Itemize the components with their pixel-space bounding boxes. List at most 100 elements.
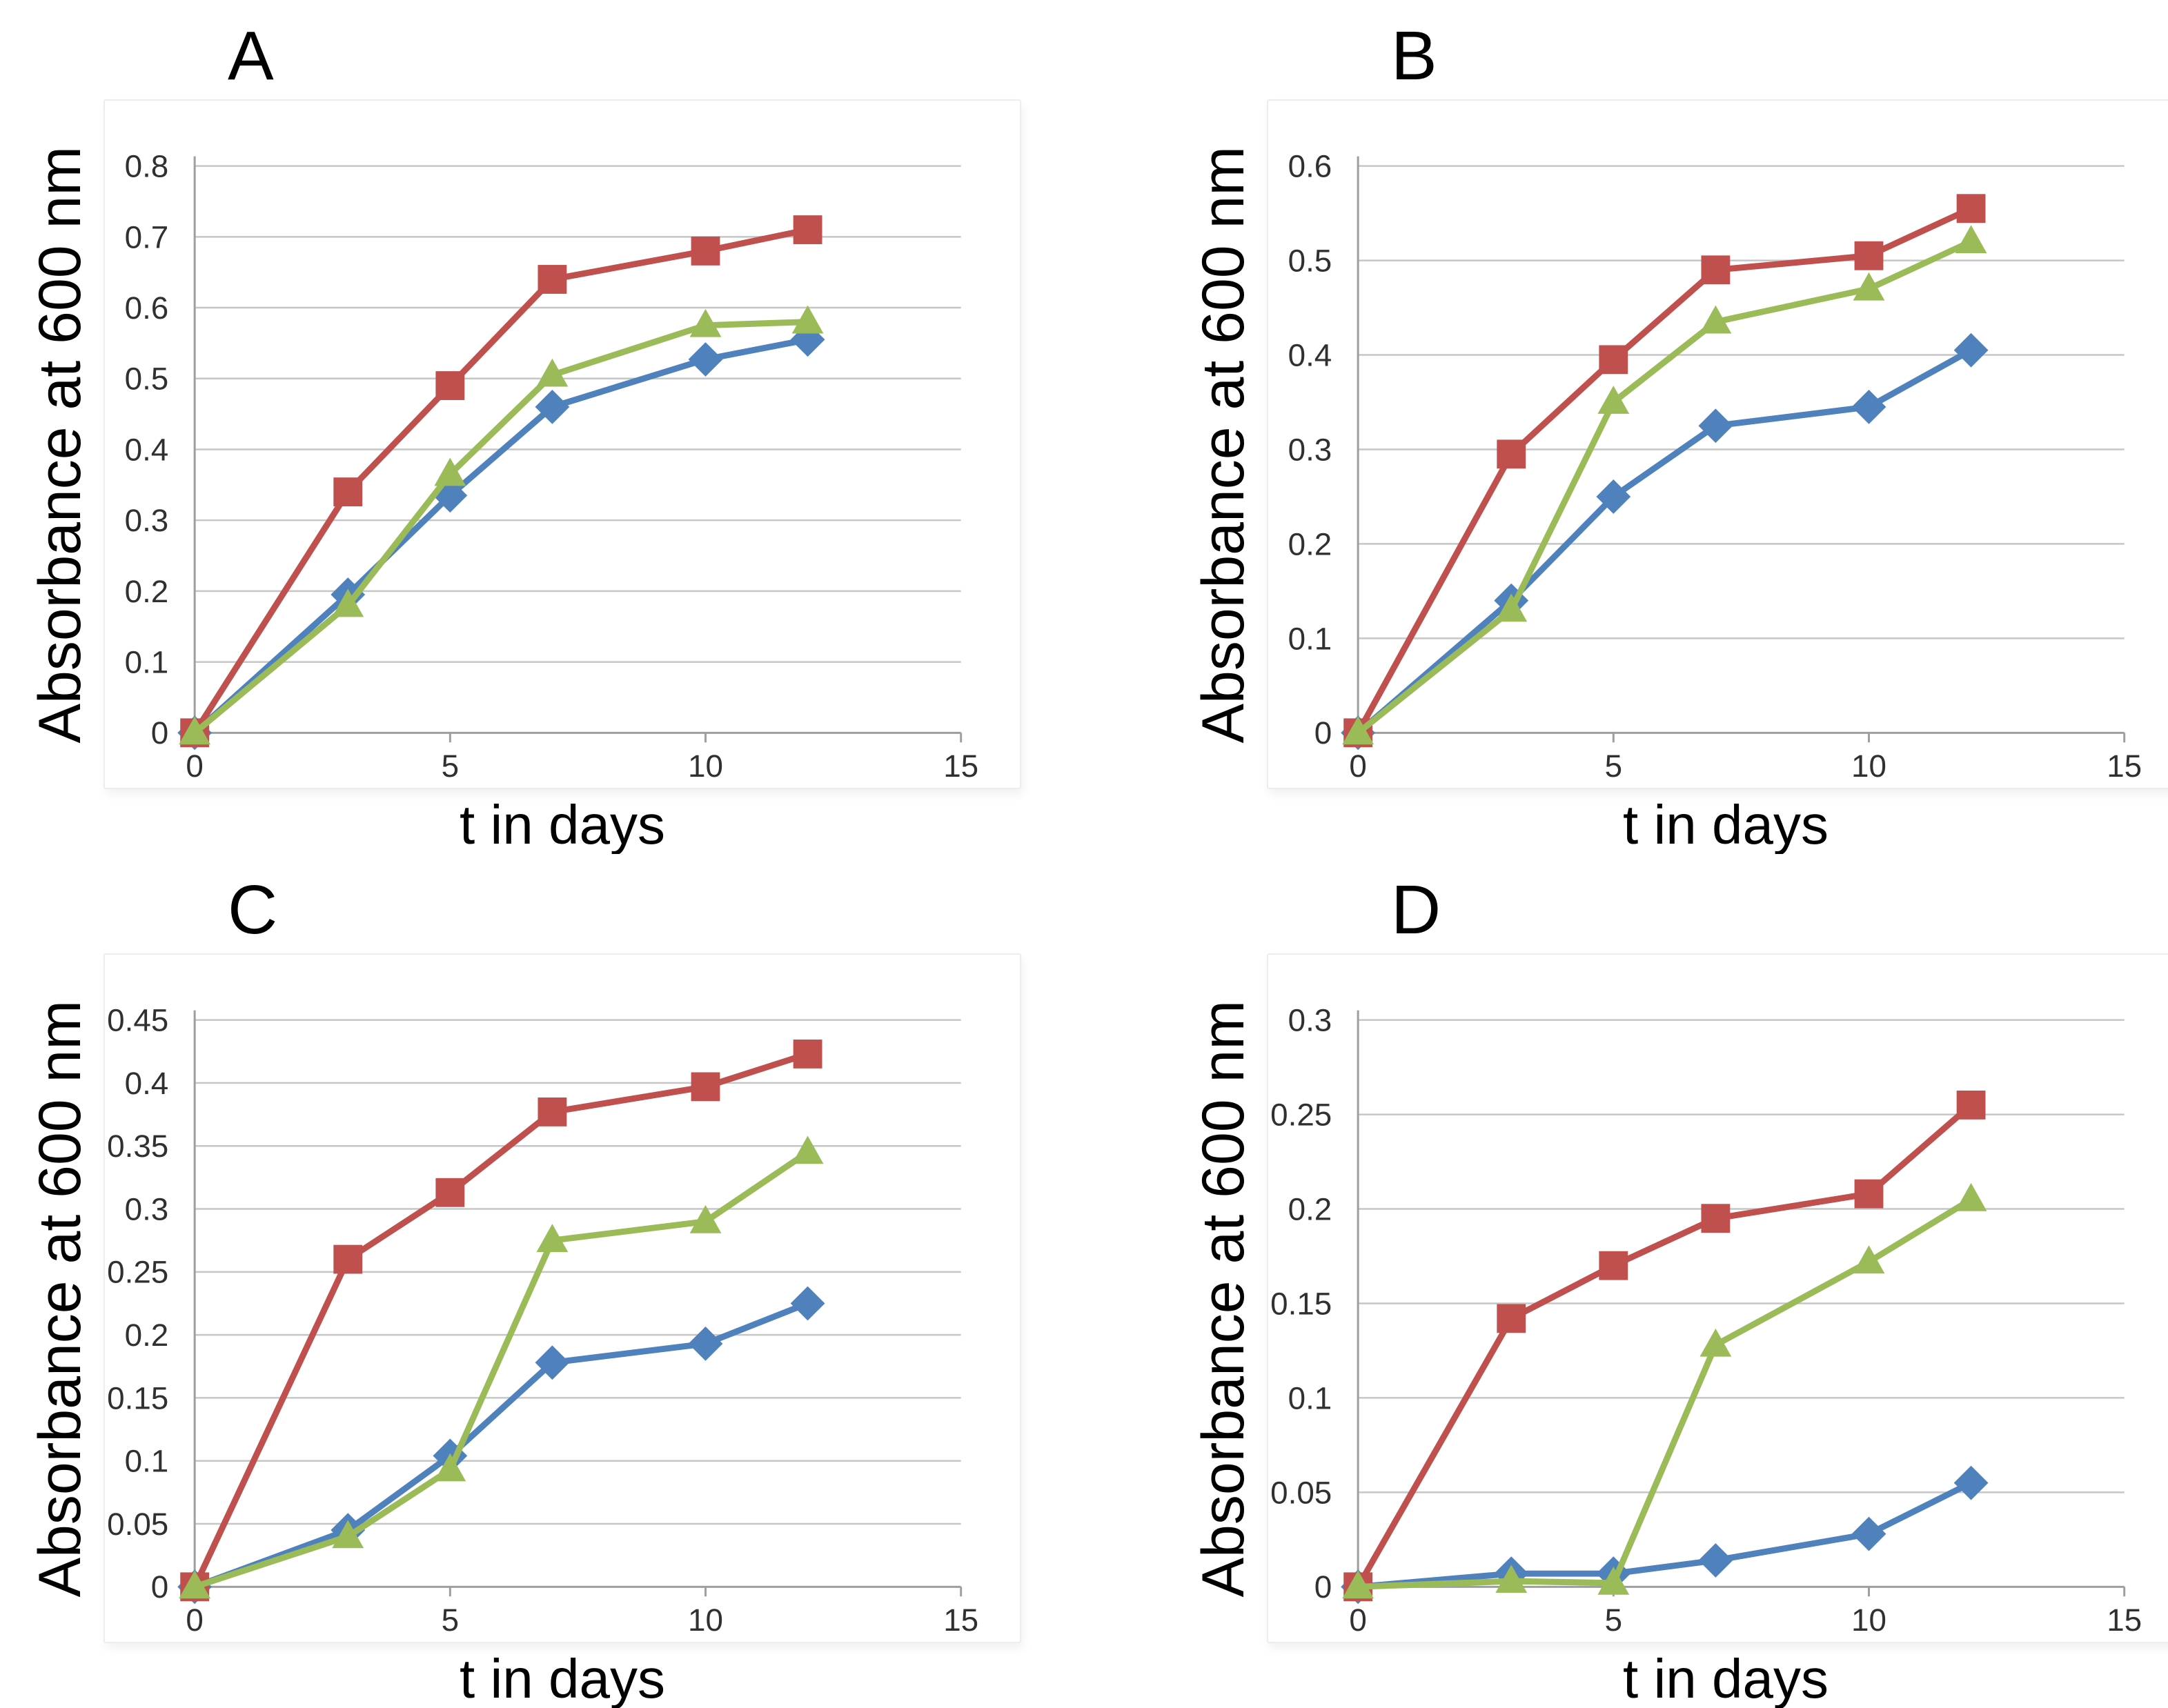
x-tick-label: 10 <box>688 1602 723 1638</box>
y-tick-label: 0 <box>1314 1569 1332 1605</box>
marker-square <box>333 477 363 507</box>
series-line-blue-diamond <box>191 1300 811 1590</box>
marker-triangle <box>332 1520 364 1549</box>
y-tick-label: 0.8 <box>125 149 169 184</box>
marker-triangle <box>1342 716 1374 745</box>
chart-a-frame: 0 0.1 0.2 0.3 0.4 0.5 0.6 0.7 0.8 0 5 10 15 <box>104 99 1021 789</box>
series-blue-diamond <box>177 322 825 751</box>
chart-a-body: Absorbance at 600 nm 0 0.1 0.2 0.3 0.4 0.5 0.6… <box>17 99 1084 791</box>
y-tick-label: 0.2 <box>1288 526 1332 562</box>
y-tick-label: 0.1 <box>1288 621 1332 656</box>
chart-b-body: Absorbance at 600 nm 0 0.1 0.2 0.3 0.4 0.5 0.6… <box>1181 99 2168 791</box>
marker-triangle <box>1597 1566 1630 1595</box>
x-tick-label: 10 <box>1851 1602 1886 1638</box>
marker-triangle <box>1853 272 1885 301</box>
marker-square <box>793 215 822 244</box>
series-line-green-triangle <box>1354 238 1975 736</box>
marker-square <box>793 1040 822 1069</box>
x-tick-label: 15 <box>2107 1602 2142 1638</box>
series-green-triangle <box>1342 225 1987 745</box>
chart-panel-d: D Absorbance at 600 nm 0 0.05 0.1 0.15 0.2 0.… <box>1084 854 2168 1708</box>
x-tick-label: 10 <box>1851 748 1886 784</box>
x-tick-label: 15 <box>943 748 978 784</box>
marker-square <box>1956 194 1986 224</box>
marker-square <box>691 236 720 266</box>
marker-triangle <box>1495 1565 1528 1593</box>
series-blue-diamond <box>177 1286 825 1605</box>
chart-panel-c: C Absorbance at 600 nm 0 0.05 0.1 0.15 0.2 0.… <box>0 854 1084 1708</box>
series-line-green-triangle <box>1354 1196 1975 1590</box>
marker-triangle <box>1597 386 1630 414</box>
marker-square <box>435 1178 465 1207</box>
marker-square <box>435 371 465 400</box>
marker-diamond <box>688 342 723 377</box>
series-line-green-triangle <box>191 319 811 736</box>
marker-square <box>538 1098 567 1126</box>
gridlines <box>195 1019 961 1525</box>
marker-diamond <box>1953 1465 1989 1500</box>
series-green-triangle <box>1342 1182 1987 1599</box>
y-tick-label: 0.2 <box>1288 1191 1332 1227</box>
chart-d-x-axis-title: t in days <box>1623 1648 1829 1708</box>
marker-square <box>1854 1179 1884 1209</box>
marker-square <box>1599 1251 1628 1280</box>
x-tick-label: 0 <box>186 748 203 784</box>
y-tick-label: 0.7 <box>125 219 169 255</box>
chart-b-y-axis-title: Absorbance at 600 nm <box>1190 146 1257 744</box>
y-tick-label: 0.1 <box>125 1444 169 1479</box>
y-tick-label: 0.2 <box>125 1318 169 1353</box>
marker-triangle <box>1699 305 1732 334</box>
marker-square <box>1701 255 1731 285</box>
tick-labels: 0 0.1 0.2 0.3 0.4 0.5 0.6 0 5 10 15 <box>1288 149 2142 784</box>
x-tick-label: 0 <box>1349 1602 1366 1638</box>
marker-diamond <box>1698 1543 1733 1578</box>
y-tick-label: 0.4 <box>125 432 169 467</box>
marker-square <box>1854 241 1884 270</box>
marker-triangle <box>1955 225 1987 254</box>
y-tick-label: 0.15 <box>107 1380 168 1416</box>
chart-b-x-axis-title: t in days <box>1623 794 1829 854</box>
tick-labels: 0 0.05 0.1 0.15 0.2 0.25 0.3 0.35 0.4 0.45 0 5 10 15 <box>107 1003 978 1638</box>
chart-b-x-title-row: t in days <box>1267 793 2168 854</box>
axes <box>193 1010 963 1597</box>
series-red-square <box>180 1040 822 1602</box>
axes <box>193 156 963 743</box>
chart-d-plot: 0 0.05 0.1 0.15 0.2 0.25 0.3 0 5 10 15 <box>1270 1003 2142 1638</box>
marker-square <box>1497 1304 1526 1333</box>
series-line-green-triangle <box>191 1149 811 1590</box>
marker-triangle <box>536 1224 569 1253</box>
chart-c-plot: 0 0.05 0.1 0.15 0.2 0.25 0.3 0.35 0.4 0.45 0 5 10 15 <box>107 1003 978 1638</box>
chart-a-y-axis-title: Absorbance at 600 nm <box>27 146 93 744</box>
chart-panel-a: A Absorbance at 600 nm 0 0.1 0.2 0.3 0.4 0.5 0… <box>0 0 1084 854</box>
x-tick-label: 5 <box>442 748 459 784</box>
marker-diamond <box>688 1327 723 1361</box>
y-tick-label: 0.3 <box>1288 432 1332 467</box>
marker-diamond <box>1851 1516 1886 1551</box>
marker-triangle <box>1955 1182 1987 1211</box>
y-tick-label: 0.5 <box>125 361 169 397</box>
marker-triangle <box>791 1135 824 1164</box>
chart-d-title: D <box>1391 871 1441 949</box>
marker-diamond <box>790 1286 825 1321</box>
y-tick-label: 0.3 <box>1288 1003 1332 1038</box>
series-green-triangle <box>179 305 824 745</box>
y-tick-label: 0.35 <box>107 1129 168 1164</box>
y-tick-label: 0.1 <box>1288 1380 1332 1416</box>
marker-triangle <box>179 1570 211 1599</box>
series-green-triangle <box>179 1135 824 1599</box>
y-tick-label: 0.6 <box>125 290 169 326</box>
axes <box>1357 156 2126 743</box>
chart-d-y-axis-title: Absorbance at 600 nm <box>1190 1000 1257 1598</box>
marker-square <box>1701 1204 1731 1233</box>
marker-triangle <box>791 305 824 334</box>
y-tick-label: 0.45 <box>107 1003 168 1038</box>
chart-c-y-axis-title: Absorbance at 600 nm <box>27 1000 93 1598</box>
chart-d-x-title-row: t in days <box>1267 1647 2168 1708</box>
y-tick-label: 0.4 <box>125 1066 169 1101</box>
y-tick-label: 0.4 <box>1288 337 1332 373</box>
y-tick-label: 0.1 <box>125 645 169 680</box>
y-tick-label: 0.5 <box>1288 244 1332 279</box>
series-line-blue-diamond <box>1354 347 1975 736</box>
gridlines <box>1358 1019 2125 1493</box>
